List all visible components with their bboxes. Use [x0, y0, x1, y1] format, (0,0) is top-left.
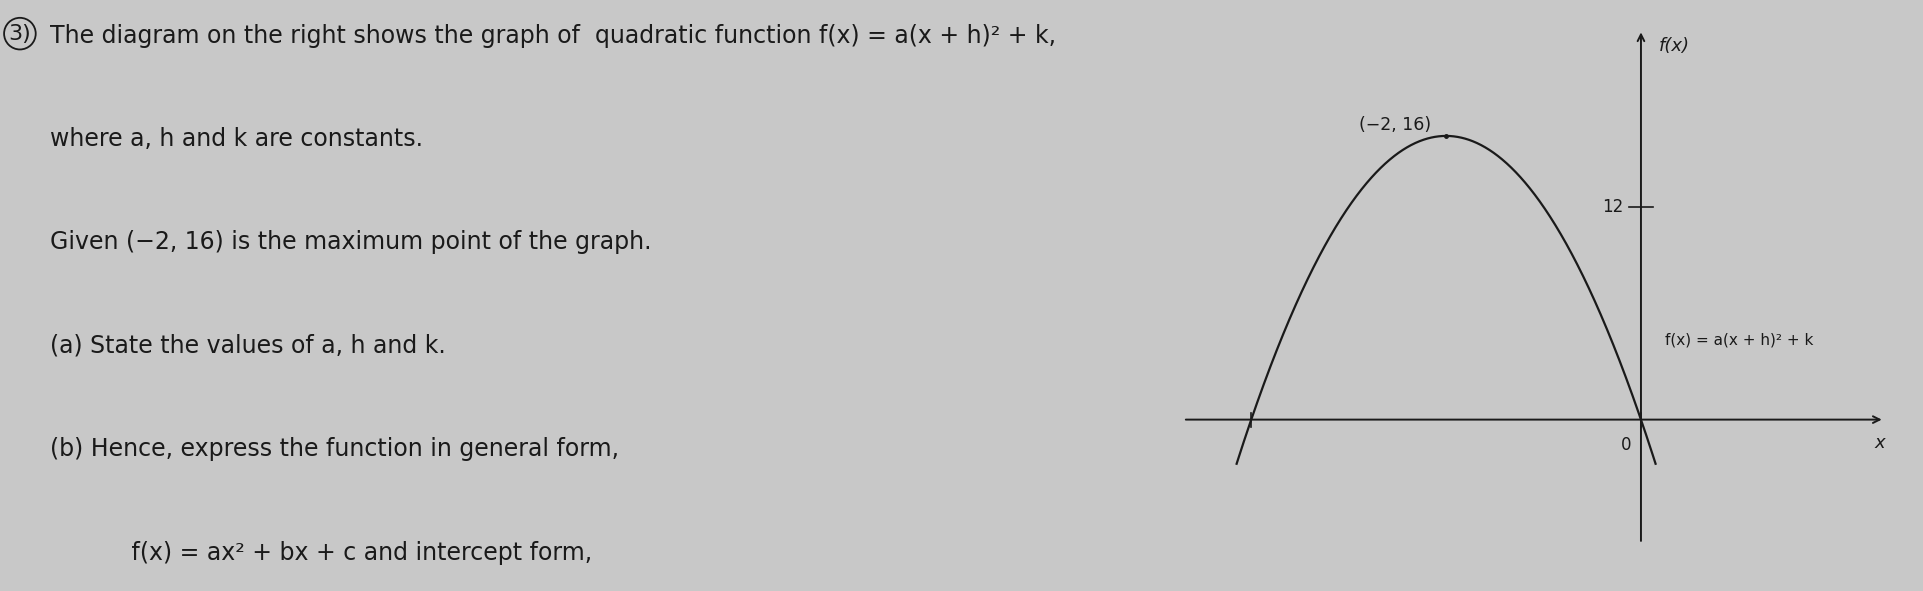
Text: (−2, 16): (−2, 16): [1360, 116, 1431, 134]
Text: f(x) = ax² + bx + c and intercept form,: f(x) = ax² + bx + c and intercept form,: [94, 541, 592, 565]
Text: 3): 3): [8, 24, 31, 44]
Text: (b) Hence, express the function in general form,: (b) Hence, express the function in gener…: [50, 437, 619, 462]
Text: f(x) = a(x + h)² + k: f(x) = a(x + h)² + k: [1665, 332, 1813, 348]
Text: Given (−2, 16) is the maximum point of the graph.: Given (−2, 16) is the maximum point of t…: [50, 230, 652, 255]
Text: 0: 0: [1621, 436, 1631, 453]
Text: The diagram on the right shows the graph of  quadratic function f(x) = a(x + h)²: The diagram on the right shows the graph…: [50, 24, 1056, 48]
Text: (a) State the values of a, h and k.: (a) State the values of a, h and k.: [50, 334, 446, 358]
Text: x: x: [1875, 434, 1885, 452]
Text: f(x): f(x): [1658, 37, 1690, 54]
Text: 12: 12: [1602, 198, 1623, 216]
Text: where a, h and k are constants.: where a, h and k are constants.: [50, 127, 423, 151]
